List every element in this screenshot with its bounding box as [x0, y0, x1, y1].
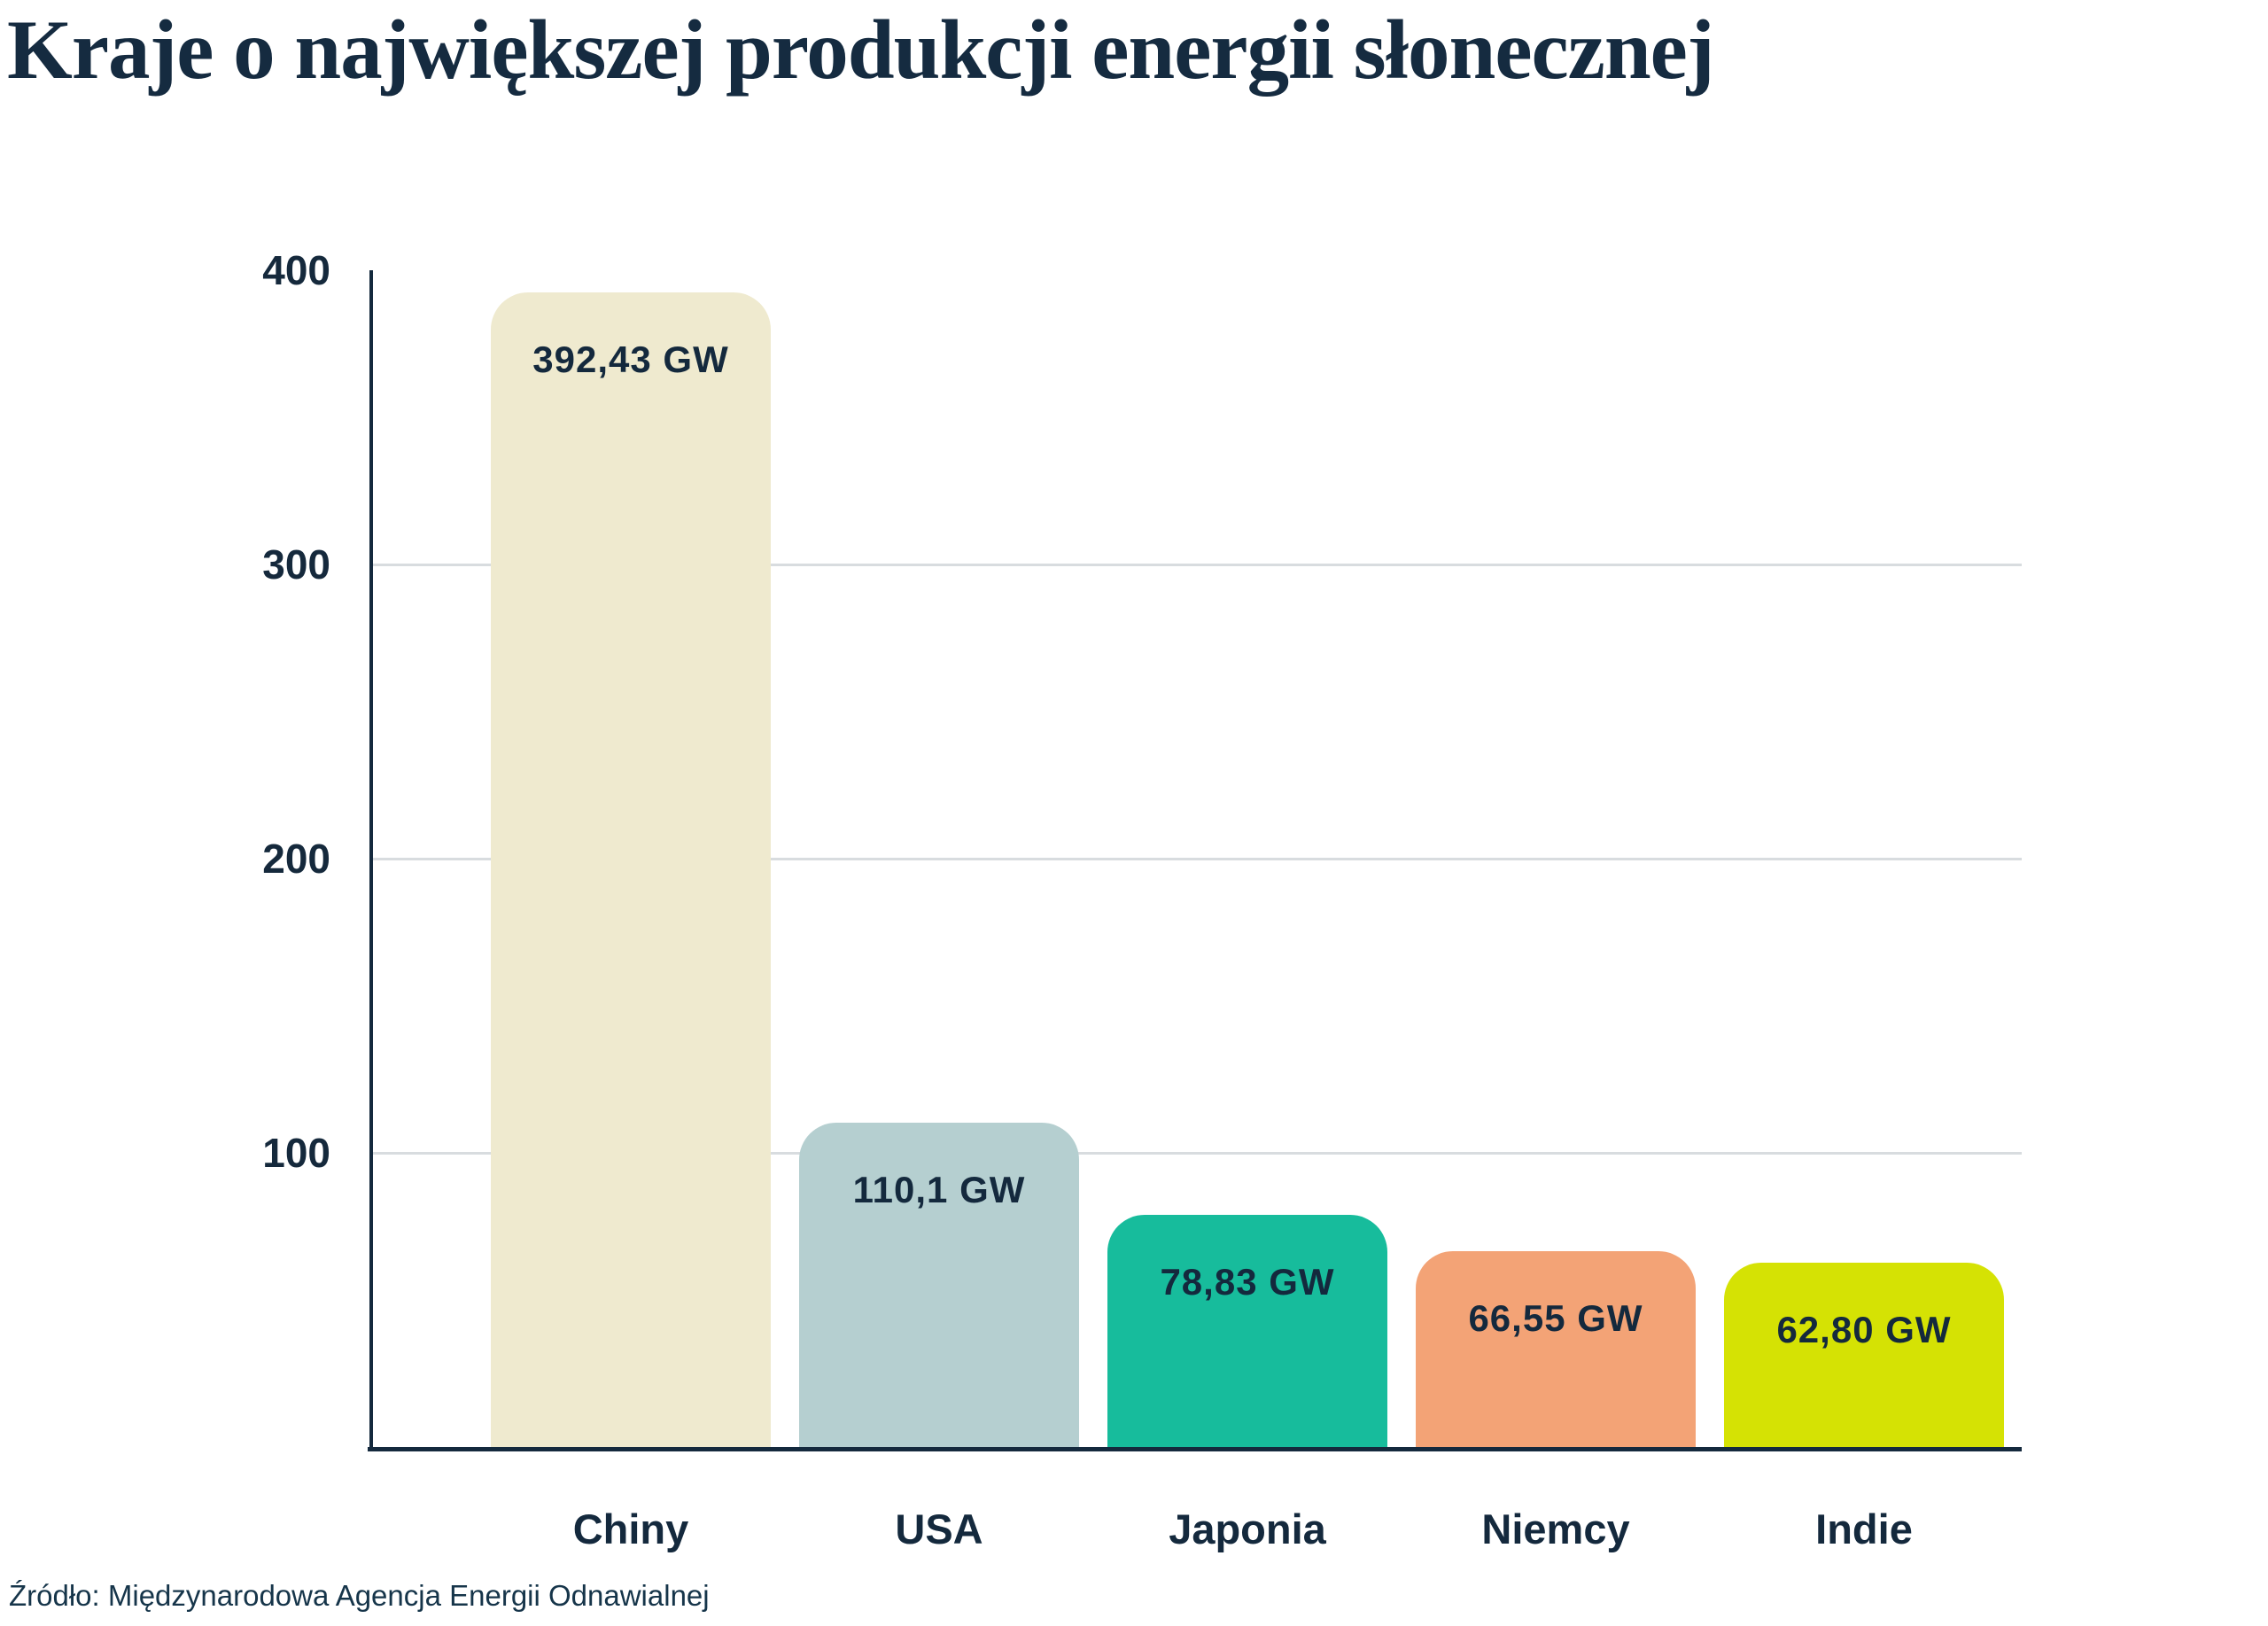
- bar-value-label-usa: 110,1 GW: [852, 1169, 1026, 1211]
- y-tick-label-200: 200: [262, 836, 330, 882]
- category-label-indie: Indie: [1815, 1505, 1913, 1552]
- bar-indie: 62,80 GW: [1724, 1262, 2004, 1447]
- bar-value-label-niemcy: 66,55 GW: [1468, 1297, 1643, 1340]
- gridline-200: [373, 858, 2022, 860]
- bar-niemcy: 66,55 GW: [1416, 1251, 1696, 1447]
- bar-chiny: 392,43 GW: [491, 292, 771, 1447]
- y-axis-line: [369, 270, 373, 1451]
- category-label-japonia: Japonia: [1169, 1505, 1326, 1552]
- chart-title: Kraje o największej produkcji energii sł…: [7, 3, 1714, 97]
- y-tick-label-300: 300: [262, 541, 330, 587]
- category-label-usa: USA: [895, 1505, 983, 1552]
- gridline-300: [373, 564, 2022, 566]
- x-axis-line: [368, 1447, 2022, 1451]
- bar-usa: 110,1 GW: [799, 1123, 1079, 1447]
- category-label-niemcy: Niemcy: [1481, 1505, 1630, 1552]
- source-note: Źródło: Międzynarodowa Agencja Energii O…: [9, 1579, 710, 1612]
- gridline-100: [373, 1152, 2022, 1155]
- bar-value-label-japonia: 78,83 GW: [1160, 1261, 1335, 1303]
- bar-japonia: 78,83 GW: [1107, 1215, 1387, 1447]
- bar-value-label-chiny: 392,43 GW: [532, 338, 729, 381]
- y-tick-label-400: 400: [262, 247, 330, 293]
- category-label-chiny: Chiny: [572, 1505, 689, 1552]
- bar-value-label-indie: 62,80 GW: [1776, 1308, 1952, 1350]
- y-tick-label-100: 100: [262, 1130, 330, 1176]
